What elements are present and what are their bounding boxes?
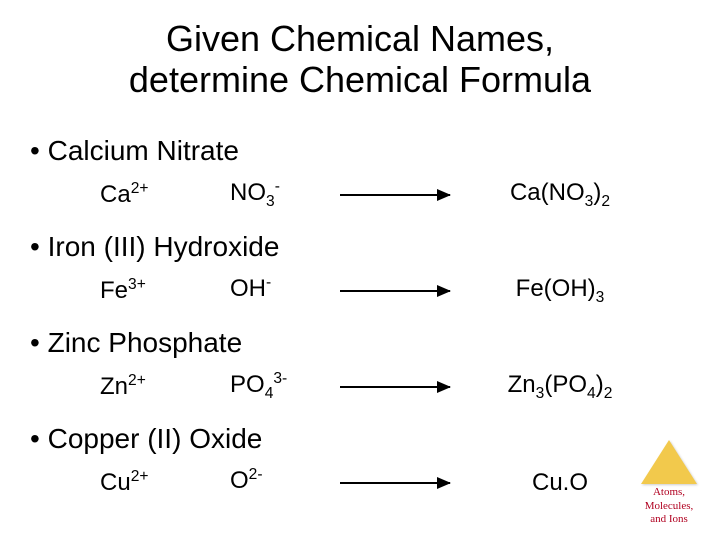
title-line-2: determine Chemical Formula bbox=[129, 59, 591, 100]
anion-base: NO bbox=[230, 179, 266, 206]
result-formula: Zn3(PO4)2 bbox=[480, 371, 640, 403]
anion-base: O bbox=[230, 467, 249, 494]
title-line-1: Given Chemical Names, bbox=[166, 18, 554, 59]
anion: O2- bbox=[230, 466, 340, 499]
formula-row: Cu2+ O2- Cu.O bbox=[30, 461, 690, 505]
anion-charge: 3- bbox=[273, 370, 287, 387]
badge-line: Molecules, bbox=[645, 500, 694, 512]
badge-text: Atoms, Molecules, and Ions bbox=[630, 486, 708, 526]
cation: Fe3+ bbox=[100, 276, 230, 305]
cation: Ca2+ bbox=[100, 180, 230, 209]
slide-title: Given Chemical Names, determine Chemical… bbox=[0, 0, 720, 111]
cation: Cu2+ bbox=[100, 468, 230, 497]
result-formula: Cu.O bbox=[480, 469, 640, 497]
result-formula: Fe(OH)3 bbox=[480, 275, 640, 307]
anion-sub: 4 bbox=[265, 385, 274, 402]
cation-charge: 3+ bbox=[128, 276, 146, 293]
anion: OH- bbox=[230, 274, 340, 307]
arrow-icon bbox=[340, 482, 480, 484]
formula-row: Fe3+ OH- Fe(OH)3 bbox=[30, 269, 690, 313]
cation-charge: 2+ bbox=[131, 180, 149, 197]
anion-base: OH bbox=[230, 275, 266, 302]
result-formula: Ca(NO3)2 bbox=[480, 179, 640, 211]
cation-charge: 2+ bbox=[128, 372, 146, 389]
anion: NO3- bbox=[230, 178, 340, 211]
arrow-icon bbox=[340, 290, 480, 292]
badge-line: Atoms, bbox=[653, 486, 685, 498]
slide-content: Calcium Nitrate Ca2+ NO3- Ca(NO3)2 Iron … bbox=[0, 111, 720, 505]
bullet-item: Zinc Phosphate bbox=[30, 327, 690, 359]
anion-base: PO bbox=[230, 371, 265, 398]
cation-base: Fe bbox=[100, 277, 128, 304]
anion-charge: 2- bbox=[249, 466, 263, 483]
bullet-item: Iron (III) Hydroxide bbox=[30, 231, 690, 263]
cation-charge: 2+ bbox=[131, 468, 149, 485]
formula-row: Ca2+ NO3- Ca(NO3)2 bbox=[30, 173, 690, 217]
bullet-item: Calcium Nitrate bbox=[30, 135, 690, 167]
cation: Zn2+ bbox=[100, 372, 230, 401]
anion: PO43- bbox=[230, 370, 340, 403]
cation-base: Ca bbox=[100, 181, 131, 208]
cation-base: Zn bbox=[100, 373, 128, 400]
footer-badge: Atoms, Molecules, and Ions bbox=[630, 440, 708, 526]
arrow-icon bbox=[340, 194, 480, 196]
arrow-icon bbox=[340, 386, 480, 388]
formula-row: Zn2+ PO43- Zn3(PO4)2 bbox=[30, 365, 690, 409]
anion-charge: - bbox=[266, 274, 271, 291]
anion-charge: - bbox=[275, 178, 280, 195]
triangle-icon bbox=[641, 440, 697, 484]
cation-base: Cu bbox=[100, 469, 131, 496]
badge-line: and Ions bbox=[650, 513, 688, 525]
bullet-item: Copper (II) Oxide bbox=[30, 423, 690, 455]
anion-sub: 3 bbox=[266, 193, 275, 210]
